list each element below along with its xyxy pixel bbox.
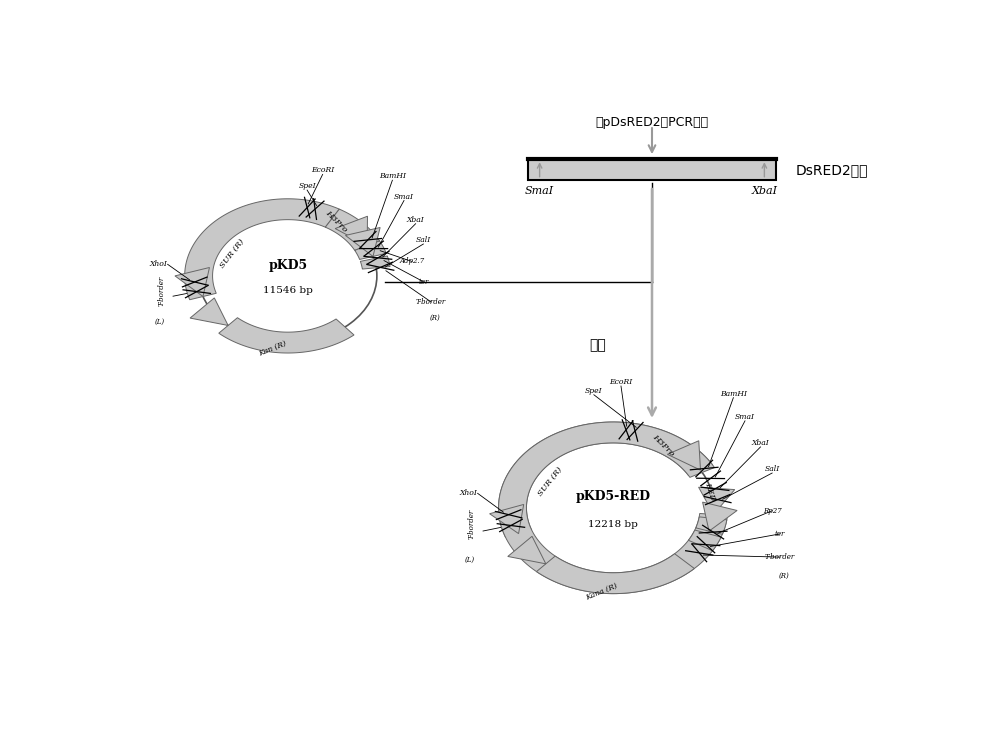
Text: 从pDsRED2经PCR获得: 从pDsRED2经PCR获得: [595, 116, 709, 129]
Text: H3Pro: H3Pro: [324, 209, 349, 233]
Text: Adp2.7: Adp2.7: [399, 258, 424, 265]
Polygon shape: [360, 256, 390, 269]
Text: XbaI: XbaI: [407, 215, 424, 224]
Text: 连接: 连接: [589, 339, 606, 352]
Text: XhoI: XhoI: [150, 261, 168, 268]
Polygon shape: [688, 530, 721, 550]
Text: H3Pro: H3Pro: [651, 433, 676, 458]
Text: EcoRI: EcoRI: [609, 378, 633, 386]
Text: RED: RED: [703, 481, 717, 502]
Text: ter: ter: [775, 530, 785, 538]
Text: SUR (R): SUR (R): [218, 238, 246, 270]
Text: (R): (R): [778, 572, 789, 580]
Polygon shape: [703, 502, 737, 531]
Text: SpeI: SpeI: [585, 387, 603, 395]
Text: SmaI: SmaI: [525, 186, 554, 196]
Bar: [528, 160, 776, 180]
Text: BamHI: BamHI: [379, 172, 406, 180]
Polygon shape: [499, 422, 662, 537]
Text: SmaI: SmaI: [394, 193, 414, 200]
Text: XhoI: XhoI: [460, 489, 478, 497]
Text: SalI: SalI: [765, 465, 780, 473]
Text: DsRED2基因: DsRED2基因: [795, 163, 868, 177]
Polygon shape: [696, 517, 727, 535]
Polygon shape: [325, 209, 380, 250]
Text: XbaI: XbaI: [752, 439, 769, 447]
Text: T-border: T-border: [157, 276, 165, 306]
Text: pKD5: pKD5: [268, 259, 307, 272]
Text: SmaI: SmaI: [735, 413, 755, 421]
Polygon shape: [650, 430, 713, 475]
Text: T-border: T-border: [765, 553, 795, 561]
Polygon shape: [490, 505, 524, 534]
Polygon shape: [508, 536, 546, 564]
Polygon shape: [219, 318, 354, 353]
Polygon shape: [345, 227, 380, 257]
Text: Kana (R): Kana (R): [584, 582, 619, 602]
Text: (L): (L): [155, 319, 165, 326]
Text: XbaI: XbaI: [751, 186, 777, 196]
Polygon shape: [355, 241, 386, 260]
Text: EcoRI: EcoRI: [311, 166, 334, 175]
Polygon shape: [667, 441, 701, 470]
Polygon shape: [537, 553, 694, 593]
Polygon shape: [190, 298, 228, 325]
Polygon shape: [185, 199, 339, 300]
Text: SpeI: SpeI: [298, 182, 316, 190]
Polygon shape: [335, 216, 367, 245]
Text: T-border: T-border: [467, 509, 475, 539]
Text: Rp27: Rp27: [763, 507, 782, 515]
Text: pKD5-RED: pKD5-RED: [576, 489, 651, 503]
Polygon shape: [499, 422, 728, 593]
Text: 12218 bp: 12218 bp: [588, 520, 638, 529]
Text: Kan (R): Kan (R): [257, 339, 287, 358]
Polygon shape: [699, 487, 735, 514]
Text: SalI: SalI: [416, 236, 431, 244]
Text: 11546 bp: 11546 bp: [263, 286, 313, 295]
Text: T-border: T-border: [416, 298, 446, 306]
Text: ter: ter: [418, 278, 429, 285]
Polygon shape: [175, 267, 209, 297]
Text: (R): (R): [430, 313, 440, 322]
Text: (L): (L): [465, 556, 475, 564]
Text: BamHI: BamHI: [720, 389, 747, 398]
Text: SUR (R): SUR (R): [536, 465, 563, 498]
